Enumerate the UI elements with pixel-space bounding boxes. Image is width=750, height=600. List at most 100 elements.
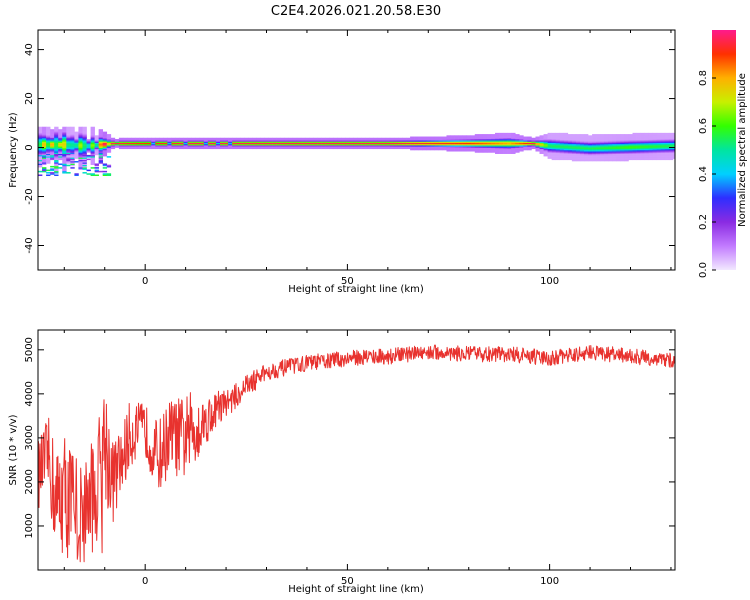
heatmap-cell — [369, 143, 374, 146]
heatmap-cell — [106, 138, 112, 141]
heatmap-cell — [422, 138, 427, 141]
heatmap-cell — [135, 142, 140, 145]
spectrogram-x-label: Height of straight line (km) — [288, 284, 424, 295]
heatmap-cell — [458, 138, 463, 141]
heatmap-cell — [345, 142, 350, 145]
heatmap-cell — [579, 142, 585, 145]
heatmap-cell — [50, 148, 55, 151]
heatmap-cell — [167, 147, 172, 150]
heatmap-cell — [454, 141, 459, 143]
heatmap-cell — [106, 164, 112, 167]
heatmap-cell — [66, 148, 71, 151]
heatmap-cell — [555, 141, 561, 143]
heatmap-cell — [98, 143, 104, 146]
heatmap-cell — [151, 141, 156, 143]
heatmap-cell — [252, 147, 257, 150]
heatmap-cell — [167, 137, 172, 140]
heatmap-cell — [555, 140, 561, 142]
heatmap-cell — [357, 142, 362, 145]
heatmap-cell — [42, 140, 47, 142]
colorbar-tick-label: 0.2 — [698, 214, 709, 230]
heatmap-cell — [616, 145, 621, 147]
heatmap-cell — [482, 143, 488, 146]
heatmap-cell — [66, 150, 71, 152]
heatmap-cell — [54, 170, 59, 173]
heatmap-cell — [62, 159, 67, 162]
heatmap-cell — [195, 137, 201, 140]
heatmap-cell — [86, 169, 91, 172]
heatmap-cell — [66, 127, 71, 130]
heatmap-cell — [624, 137, 629, 140]
heatmap-cell — [58, 130, 63, 132]
heatmap-cell — [66, 132, 71, 135]
heatmap-cell — [644, 157, 650, 159]
heatmap-cell — [434, 148, 439, 151]
heatmap-cell — [648, 146, 654, 148]
heatmap-cell — [656, 137, 662, 140]
spectrogram-heatmap — [38, 126, 675, 177]
heatmap-cell — [195, 141, 201, 143]
heatmap-cell — [329, 140, 334, 142]
heatmap-cell — [236, 142, 241, 145]
heatmap-cell — [503, 132, 508, 135]
heatmap-cell — [567, 153, 573, 156]
heatmap-cell — [523, 148, 528, 151]
heatmap-cell — [450, 145, 455, 147]
heatmap-cell — [70, 151, 75, 153]
heatmap-cell — [584, 137, 589, 140]
heatmap-cell — [365, 138, 370, 141]
heatmap-cell — [207, 147, 213, 150]
heatmap-cell — [628, 142, 633, 145]
heatmap-cell — [248, 138, 253, 141]
heatmap-cell — [454, 143, 459, 146]
heatmap-cell — [507, 150, 512, 152]
heatmap-cell — [54, 161, 59, 163]
heatmap-cell — [341, 141, 346, 143]
heatmap-cell — [86, 146, 91, 148]
heatmap-cell — [74, 147, 79, 150]
heatmap-cell — [551, 148, 556, 151]
heatmap-cell — [551, 157, 556, 159]
heatmap-cell — [571, 142, 577, 145]
heatmap-cell — [102, 142, 108, 145]
heatmap-cell — [98, 134, 104, 136]
heatmap-cell — [454, 150, 459, 152]
heatmap-cell — [470, 140, 476, 142]
heatmap-cell — [470, 135, 476, 137]
heatmap-cell — [672, 138, 675, 141]
heatmap-cell — [482, 146, 488, 148]
heatmap-cell — [592, 150, 597, 152]
heatmap-cell — [511, 146, 516, 148]
heatmap-cell — [98, 162, 104, 164]
heatmap-cell — [592, 159, 597, 162]
heatmap-cell — [90, 159, 95, 162]
heatmap-cell — [636, 146, 641, 148]
heatmap-cell — [333, 137, 338, 140]
heatmap-cell — [600, 148, 605, 151]
heatmap-cell — [54, 154, 59, 157]
heatmap-cell — [664, 152, 670, 154]
heatmap-cell — [515, 135, 520, 137]
heatmap-cell — [78, 145, 83, 147]
heatmap-cell — [596, 142, 601, 145]
heatmap-cell — [636, 147, 641, 150]
heatmap-cell — [672, 147, 675, 150]
heatmap-cell — [110, 147, 116, 150]
heatmap-cell — [46, 130, 51, 132]
heatmap-cell — [563, 157, 569, 159]
heatmap-cell — [608, 136, 613, 139]
heatmap-cell — [215, 142, 221, 145]
heatmap-cell — [656, 158, 662, 161]
heatmap-cell — [90, 167, 95, 169]
heatmap-cell — [106, 165, 112, 168]
heatmap-cell — [559, 156, 565, 158]
heatmap-cell — [547, 140, 552, 142]
heatmap-cell — [139, 140, 144, 142]
heatmap-cell — [418, 141, 423, 143]
heatmap-cell — [511, 152, 516, 154]
heatmap-cell — [139, 145, 144, 147]
heatmap-cell — [592, 152, 597, 154]
heatmap-cell — [511, 140, 516, 142]
heatmap-cell — [78, 137, 83, 140]
heatmap-cell — [102, 154, 108, 157]
